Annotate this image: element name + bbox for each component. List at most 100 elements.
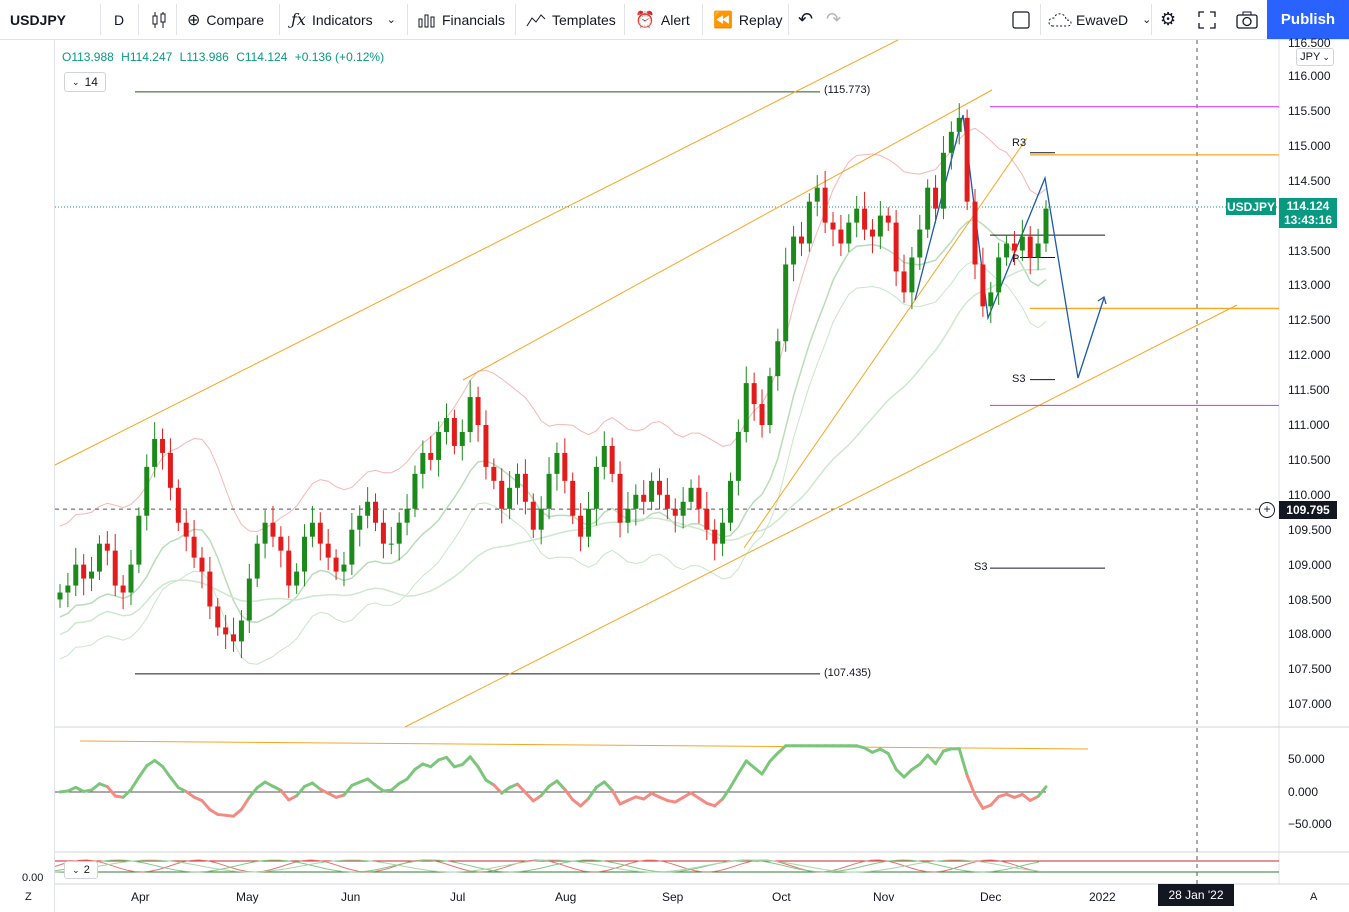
pane3-wave <box>54 859 1040 873</box>
candle-body <box>641 494 647 502</box>
candle <box>246 563 252 634</box>
osc-segment <box>516 782 527 795</box>
candle-body <box>609 445 615 474</box>
candle <box>412 465 418 518</box>
candle-body <box>554 452 560 474</box>
chart-type-button[interactable] <box>150 0 168 39</box>
candle-body <box>775 341 781 377</box>
price-tick: 113.500 <box>1288 243 1331 258</box>
indicators-button[interactable]: ƒx Indicators ⌄ <box>291 10 396 29</box>
redo-button[interactable]: ↷ <box>826 0 841 39</box>
publish-button[interactable]: Publish <box>1267 0 1349 39</box>
divider <box>1040 4 1041 35</box>
osc-segment <box>886 752 898 771</box>
currency-selector[interactable]: JPY ⌄ <box>1296 48 1334 66</box>
candle <box>791 226 797 282</box>
candle <box>420 440 426 489</box>
osc-segment <box>500 786 512 795</box>
candle-body <box>846 222 852 244</box>
candle-body <box>507 487 513 509</box>
candle <box>601 431 607 480</box>
candle <box>759 389 765 438</box>
pane3-collapse-button[interactable]: ⌄ 2 <box>64 861 98 879</box>
candle <box>223 614 229 650</box>
candle <box>877 200 883 250</box>
osc-segment <box>145 758 157 768</box>
fullscreen-button[interactable] <box>1198 0 1216 39</box>
candle-body <box>917 229 923 258</box>
settings-button[interactable]: ⚙ <box>1160 0 1176 39</box>
osc-segment <box>492 783 504 795</box>
osc-segment <box>1036 785 1048 798</box>
price-tick: 109.000 <box>1288 557 1332 572</box>
interval-button[interactable]: D <box>114 11 125 28</box>
osc-segment <box>476 765 488 782</box>
osc-segment <box>863 746 874 754</box>
candle-body <box>735 431 741 481</box>
alert-button[interactable]: ⏰ Alert <box>635 11 690 29</box>
candle <box>649 472 655 511</box>
auto-scale-button[interactable]: A <box>1310 891 1318 903</box>
osc-tick: −50.000 <box>1288 817 1332 831</box>
candle <box>838 214 844 257</box>
candle <box>341 552 347 587</box>
candle-body <box>491 466 497 481</box>
divider <box>1151 4 1152 35</box>
indicators-collapse-button[interactable]: ⌄ 14 <box>64 72 106 92</box>
candle-body <box>286 550 292 586</box>
replay-button[interactable]: ⏪ Replay <box>713 11 783 29</box>
candle <box>270 505 276 548</box>
layout-menu[interactable]: EwaveD ⌄ <box>1048 0 1151 39</box>
osc-segment <box>697 796 709 805</box>
candle <box>199 547 205 589</box>
candle-body <box>996 257 1002 293</box>
candle <box>128 549 134 606</box>
candle <box>112 533 118 597</box>
undo-button[interactable]: ↶ <box>798 0 813 39</box>
add-alert-icon[interactable]: + <box>1259 502 1275 518</box>
candle <box>238 609 244 659</box>
candle <box>357 505 363 547</box>
r3-label: R3 <box>1012 137 1027 149</box>
candle <box>325 529 331 571</box>
candle <box>609 437 615 483</box>
candle-body <box>767 376 773 425</box>
time-label: May <box>236 890 259 904</box>
candle <box>822 170 828 234</box>
osc-segment <box>673 795 685 804</box>
candle-body <box>909 257 915 293</box>
candle <box>917 214 923 271</box>
candle-body <box>459 431 465 446</box>
candle-body <box>585 508 591 537</box>
candle-body <box>869 229 875 237</box>
ohlc-legend: O113.988 H114.247 L113.986 C114.124 +0.1… <box>62 50 388 64</box>
candle-body <box>625 508 631 523</box>
chevron-down-icon: ⌄ <box>1142 14 1152 26</box>
templates-button[interactable]: Templates <box>526 0 616 39</box>
candle <box>302 524 308 587</box>
osc-segment <box>366 777 378 787</box>
candle-body <box>89 571 95 579</box>
candle-body <box>688 487 694 502</box>
candle <box>349 512 355 576</box>
candle-body <box>680 501 686 516</box>
pivot-label: P <box>1012 253 1020 265</box>
bar-chart-icon <box>418 14 435 27</box>
candle-body <box>436 431 442 460</box>
candle <box>136 507 142 573</box>
candle-body <box>956 117 962 132</box>
symbol-search[interactable]: USDJPY <box>10 11 67 28</box>
candle-body <box>940 152 946 209</box>
timezone-button[interactable]: Z <box>25 891 32 903</box>
osc-segment <box>681 791 693 799</box>
compare-button[interactable]: ⊕ Compare <box>187 11 264 29</box>
channel-lower-line <box>404 304 1238 728</box>
financials-button[interactable]: Financials <box>418 0 505 39</box>
osc-segment <box>918 753 930 766</box>
candle <box>901 254 907 303</box>
snapshot-button[interactable] <box>1236 0 1258 39</box>
osc-segment <box>752 766 764 776</box>
candle-body <box>317 522 323 544</box>
select-layout-button[interactable] <box>1012 0 1030 39</box>
